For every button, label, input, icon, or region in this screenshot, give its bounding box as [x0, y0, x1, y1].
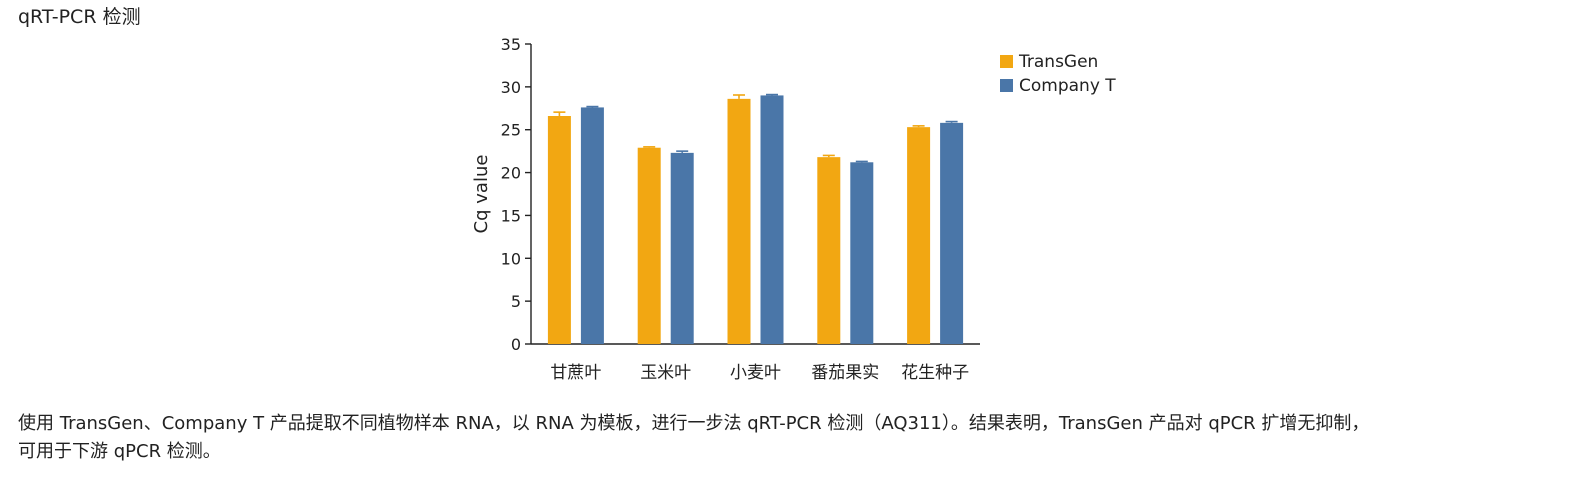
- y-tick-label: 5: [511, 292, 521, 311]
- bar-transgen: [727, 98, 751, 344]
- x-axis: 甘蔗叶 玉米叶 小麦叶 番茄果实 花生种子: [531, 343, 980, 383]
- caption-line-1: 使用 TransGen、Company T 产品提取不同植物样本 RNA，以 R…: [18, 413, 1370, 434]
- y-tick-label: 10: [501, 249, 521, 268]
- y-tick-label: 15: [501, 206, 521, 225]
- x-tick-label: 玉米叶: [640, 363, 691, 383]
- x-tick-label: 番茄果实: [811, 363, 879, 383]
- x-tick-label: 小麦叶: [730, 363, 781, 383]
- bar-transgen: [547, 116, 571, 344]
- section-title: qRT-PCR 检测: [18, 6, 141, 28]
- bar-transgen: [637, 147, 661, 344]
- y-tick-label: 0: [511, 335, 521, 354]
- x-tick-label: 甘蔗叶: [550, 363, 601, 383]
- bars: [547, 93, 964, 345]
- bar-chart: 0 5 10 15 20 25 30 35 Cq value 甘蔗叶 玉米叶 小麦叶 番茄果实 花生种子…: [471, 35, 1116, 383]
- bar-company-t: [580, 107, 604, 344]
- bar-transgen: [817, 157, 841, 344]
- y-tick-label: 35: [501, 35, 521, 54]
- y-tick-label: 20: [501, 164, 521, 183]
- figure-caption: 使用 TransGen、Company T 产品提取不同植物样本 RNA，以 R…: [18, 410, 1578, 466]
- y-axis: 0 5 10 15 20 25 30 35 Cq value: [471, 35, 532, 354]
- bar-company-t: [760, 95, 784, 344]
- bar-company-t: [940, 122, 964, 344]
- x-tick-label: 花生种子: [901, 363, 969, 383]
- bar-transgen: [907, 127, 931, 345]
- legend-swatch: [1000, 79, 1013, 92]
- legend-label: TransGen: [1018, 52, 1098, 72]
- bar-company-t: [850, 162, 874, 344]
- y-axis-label: Cq value: [471, 155, 492, 234]
- y-tick-label: 25: [501, 121, 521, 140]
- bar-company-t: [670, 152, 694, 344]
- legend: TransGen Company T: [1000, 52, 1116, 96]
- legend-label: Company T: [1019, 76, 1116, 96]
- legend-swatch: [1000, 55, 1013, 68]
- caption-line-2: 可用于下游 qPCR 检测。: [18, 441, 221, 462]
- y-tick-label: 30: [501, 78, 521, 97]
